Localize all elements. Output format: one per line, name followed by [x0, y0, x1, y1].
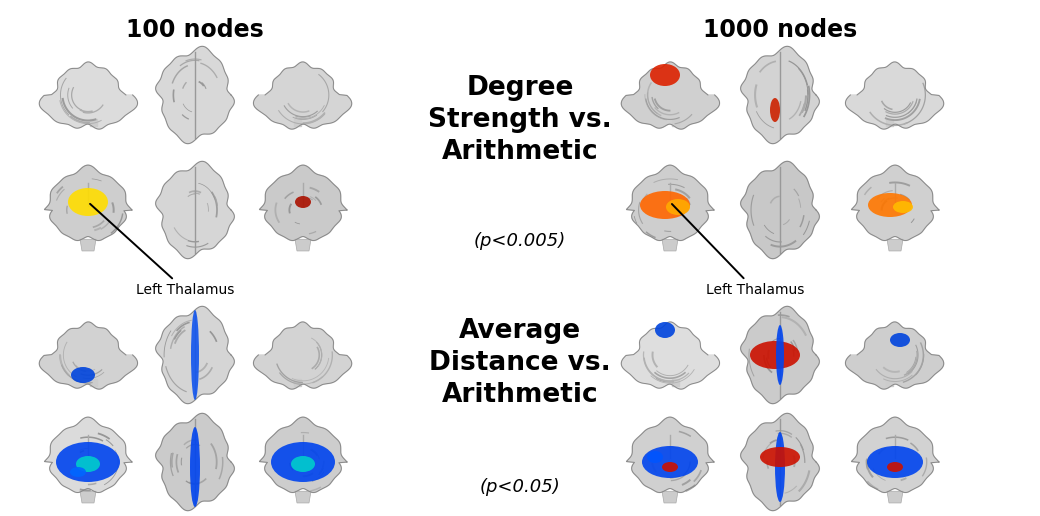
Ellipse shape: [760, 447, 800, 467]
Polygon shape: [40, 322, 137, 389]
Ellipse shape: [776, 325, 784, 385]
Polygon shape: [295, 491, 311, 503]
Polygon shape: [156, 162, 234, 259]
Polygon shape: [626, 417, 714, 492]
Ellipse shape: [68, 188, 108, 216]
Polygon shape: [626, 165, 714, 240]
Ellipse shape: [893, 201, 913, 213]
Text: 1000 nodes: 1000 nodes: [703, 18, 857, 42]
Polygon shape: [740, 413, 820, 511]
Ellipse shape: [650, 64, 680, 86]
Polygon shape: [259, 417, 347, 492]
Polygon shape: [621, 322, 720, 389]
Ellipse shape: [56, 442, 120, 482]
Polygon shape: [740, 162, 820, 259]
Polygon shape: [846, 322, 943, 389]
Ellipse shape: [71, 367, 95, 383]
Polygon shape: [852, 165, 939, 240]
Polygon shape: [45, 165, 132, 240]
Ellipse shape: [190, 427, 200, 507]
Ellipse shape: [770, 98, 780, 122]
Polygon shape: [294, 119, 301, 125]
Polygon shape: [254, 322, 352, 389]
Text: (p<0.005): (p<0.005): [474, 232, 566, 250]
Polygon shape: [90, 379, 97, 385]
Polygon shape: [40, 62, 137, 129]
Polygon shape: [846, 62, 943, 129]
Ellipse shape: [295, 196, 311, 208]
Text: Left Thalamus: Left Thalamus: [672, 204, 804, 297]
Ellipse shape: [890, 333, 910, 347]
Ellipse shape: [642, 446, 698, 478]
Polygon shape: [886, 379, 892, 385]
Polygon shape: [740, 307, 820, 404]
Polygon shape: [294, 379, 301, 385]
Text: Left Thalamus: Left Thalamus: [90, 204, 234, 297]
Text: Average
Distance vs.
Arithmetic: Average Distance vs. Arithmetic: [430, 318, 610, 408]
Ellipse shape: [271, 442, 335, 482]
Ellipse shape: [887, 462, 903, 472]
Ellipse shape: [291, 456, 315, 472]
Polygon shape: [45, 417, 132, 492]
Polygon shape: [887, 239, 903, 251]
Polygon shape: [852, 417, 939, 492]
Ellipse shape: [191, 310, 199, 400]
Polygon shape: [90, 119, 97, 125]
Polygon shape: [662, 491, 678, 503]
Ellipse shape: [76, 456, 100, 472]
Ellipse shape: [70, 467, 86, 477]
Polygon shape: [156, 46, 234, 143]
Polygon shape: [672, 119, 679, 125]
Ellipse shape: [655, 322, 675, 338]
Polygon shape: [887, 491, 903, 503]
Text: Degree
Strength vs.
Arithmetic: Degree Strength vs. Arithmetic: [428, 75, 612, 165]
Text: (p<0.05): (p<0.05): [479, 478, 561, 496]
Polygon shape: [295, 239, 311, 251]
Polygon shape: [259, 165, 347, 240]
Ellipse shape: [750, 341, 800, 369]
Polygon shape: [80, 491, 96, 503]
Polygon shape: [740, 46, 820, 143]
Ellipse shape: [666, 199, 690, 215]
Ellipse shape: [662, 462, 678, 472]
Polygon shape: [80, 239, 96, 251]
Text: 100 nodes: 100 nodes: [126, 18, 264, 42]
Ellipse shape: [868, 193, 912, 217]
Polygon shape: [156, 307, 234, 404]
Polygon shape: [662, 239, 678, 251]
Polygon shape: [254, 62, 352, 129]
Ellipse shape: [775, 432, 785, 502]
Ellipse shape: [867, 446, 924, 478]
Polygon shape: [672, 379, 679, 385]
Ellipse shape: [647, 451, 664, 463]
Polygon shape: [156, 413, 234, 511]
Ellipse shape: [640, 191, 690, 219]
Polygon shape: [621, 62, 720, 129]
Polygon shape: [886, 119, 892, 125]
